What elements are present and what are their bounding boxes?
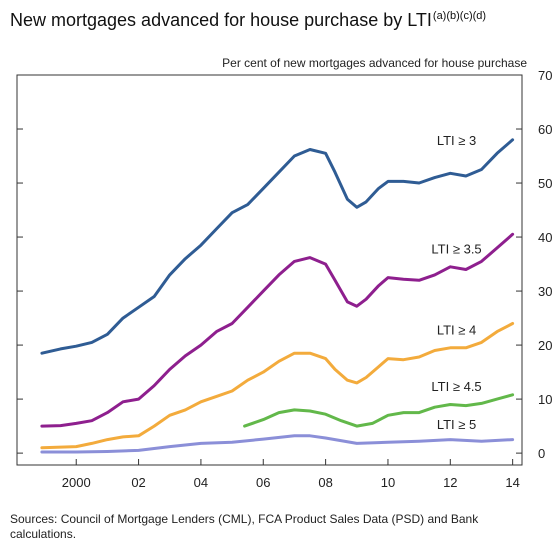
- title-notes: (a)(b)(c)(d): [433, 10, 486, 22]
- y-tick-label: 0: [538, 446, 545, 461]
- y-tick-label: 70: [538, 68, 552, 83]
- y-tick-label: 60: [538, 122, 552, 137]
- series-label: LTI ≥ 4: [437, 322, 476, 337]
- y-axis-label: Per cent of new mortgages advanced for h…: [222, 56, 527, 70]
- series-label: LTI ≥ 4.5: [431, 379, 481, 394]
- y-tick-label: 40: [538, 230, 552, 245]
- series-line: [40, 138, 515, 355]
- series-line: [40, 434, 515, 454]
- series-line: [40, 322, 515, 450]
- x-tick-label: 06: [256, 475, 270, 490]
- x-tick-label: 12: [443, 475, 457, 490]
- y-tick-label: 10: [538, 392, 552, 407]
- chart-title: New mortgages advanced for house purchas…: [10, 10, 432, 30]
- chart: New mortgages advanced for house purchas…: [10, 10, 552, 490]
- series-label: LTI ≥ 5: [437, 417, 476, 432]
- x-tick-label: 04: [194, 475, 208, 490]
- source-note: Sources: Council of Mortgage Lenders (CM…: [10, 512, 479, 541]
- series-label: LTI ≥ 3.5: [431, 241, 481, 256]
- series-line: [40, 232, 515, 428]
- y-tick-label: 30: [538, 284, 552, 299]
- y-tick-label: 20: [538, 338, 552, 353]
- series-label: LTI ≥ 3: [437, 133, 476, 148]
- series-line: [243, 393, 515, 428]
- y-tick-label: 50: [538, 176, 552, 191]
- x-tick-label: 02: [131, 475, 145, 490]
- x-tick-label: 10: [381, 475, 395, 490]
- x-tick-label: 08: [318, 475, 332, 490]
- plot-frame: [16, 74, 523, 466]
- x-tick-label: 2000: [62, 475, 91, 490]
- x-tick-label: 14: [505, 475, 519, 490]
